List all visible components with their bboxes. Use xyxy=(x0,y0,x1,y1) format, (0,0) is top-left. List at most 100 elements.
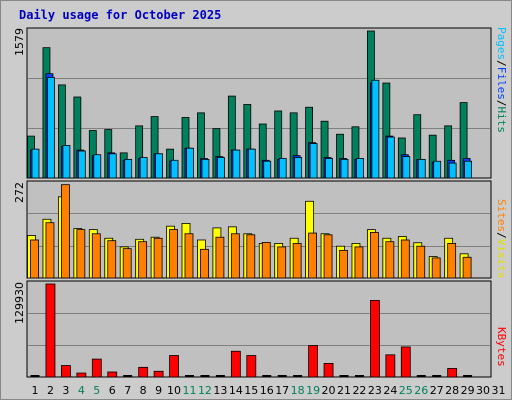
bar-sites xyxy=(431,257,441,279)
bar-kbytes xyxy=(385,354,396,378)
bar-hits xyxy=(47,77,55,179)
x-tick-label: 15 xyxy=(244,384,258,397)
x-tick-label: 26 xyxy=(414,384,428,397)
bar-hits xyxy=(31,148,40,179)
x-tick-label: 19 xyxy=(306,384,320,397)
bar-hits xyxy=(139,157,148,179)
x-tick-label: 1 xyxy=(32,384,39,397)
bar-kbytes xyxy=(215,375,225,377)
x-tick-label: 10 xyxy=(167,384,181,397)
bar-hits xyxy=(294,157,303,179)
bar-hits xyxy=(77,150,86,179)
bar-hits xyxy=(340,158,349,179)
bar-hits xyxy=(170,159,179,179)
chart-panel-2 xyxy=(26,280,492,378)
bar-hits xyxy=(216,157,225,179)
chart-title: Daily usage for October 2025 xyxy=(19,8,222,22)
x-tick-label: 8 xyxy=(140,384,147,397)
x-tick-label: 18 xyxy=(291,384,305,397)
bar-sites xyxy=(215,236,225,279)
x-tick-label: 3 xyxy=(62,384,69,397)
bar-kbytes xyxy=(432,375,442,377)
x-tick-label: 6 xyxy=(109,384,116,397)
bar-kbytes xyxy=(76,372,87,378)
bar-kbytes xyxy=(354,375,364,377)
bar-kbytes xyxy=(185,375,194,377)
bar-kbytes xyxy=(138,366,149,378)
bar-sites xyxy=(45,222,55,279)
bar-kbytes xyxy=(61,365,71,378)
x-tick-label: 21 xyxy=(337,384,351,397)
x-tick-label: 2 xyxy=(47,384,54,397)
x-tick-label: 23 xyxy=(368,384,382,397)
x-tick-label: 27 xyxy=(430,384,444,397)
x-tick-label: 5 xyxy=(93,384,100,397)
bar-sites xyxy=(354,246,364,279)
bar-kbytes xyxy=(169,355,179,378)
bar-sites xyxy=(169,229,178,279)
bar-sites xyxy=(292,243,302,279)
bar-hits xyxy=(108,153,117,179)
x-tick-label: 25 xyxy=(399,384,413,397)
bar-hits xyxy=(155,153,164,179)
bar-hits xyxy=(325,158,333,179)
bar-sites xyxy=(447,243,457,279)
bar-sites xyxy=(277,246,287,279)
bar-kbytes xyxy=(308,345,319,378)
bar-sites xyxy=(462,256,472,279)
x-tick-label: 28 xyxy=(445,384,459,397)
bar-kbytes xyxy=(30,375,40,377)
bar-kbytes xyxy=(369,300,380,378)
bar-hits xyxy=(448,162,457,179)
bar-sites xyxy=(339,249,348,279)
bar-hits xyxy=(232,149,241,179)
bar-sites xyxy=(246,234,256,279)
bar-hits xyxy=(62,145,71,179)
bar-kbytes xyxy=(230,350,241,378)
bar-sites xyxy=(400,239,410,279)
bar-sites xyxy=(184,233,194,279)
bar-sites xyxy=(308,232,318,279)
bar-kbytes xyxy=(293,375,303,377)
bar-sites xyxy=(122,248,132,279)
bar-hits xyxy=(278,158,287,179)
bar-sites xyxy=(323,234,333,279)
bar-hits xyxy=(247,148,256,179)
bar-kbytes xyxy=(416,375,426,377)
x-tick-label: 4 xyxy=(78,384,85,397)
bar-sites xyxy=(153,237,163,279)
bar-sites xyxy=(385,241,395,279)
bar-hits xyxy=(356,158,364,179)
bar-sites xyxy=(76,229,86,279)
x-tick-label: 7 xyxy=(124,384,131,397)
bar-hits xyxy=(417,158,426,179)
bar-sites xyxy=(200,248,209,279)
bar-hits xyxy=(201,158,210,179)
x-tick-label: 9 xyxy=(155,384,162,397)
x-tick-label: 13 xyxy=(213,384,227,397)
bar-hits xyxy=(263,160,272,179)
bar-sites xyxy=(30,239,39,279)
bar-sites xyxy=(416,245,426,279)
bar-sites xyxy=(107,240,117,279)
bar-hits xyxy=(371,79,380,179)
x-tick-label: 14 xyxy=(229,384,243,397)
bar-hits xyxy=(402,156,411,179)
x-tick-label: 24 xyxy=(383,384,397,397)
bar-hits xyxy=(386,136,395,179)
bar-kbytes xyxy=(153,370,164,378)
bar-kbytes xyxy=(200,375,210,377)
bar-sites xyxy=(61,184,70,279)
bar-kbytes xyxy=(323,363,334,378)
bar-kbytes xyxy=(123,375,133,377)
bar-hits xyxy=(464,160,473,179)
bar-kbytes xyxy=(447,368,458,378)
bar-hits xyxy=(124,158,133,179)
bar-sites xyxy=(369,231,379,279)
bar-kbytes xyxy=(277,375,287,377)
x-tick-label: 11 xyxy=(183,384,197,397)
x-tick-label: 20 xyxy=(322,384,336,397)
bar-sites xyxy=(261,242,271,279)
